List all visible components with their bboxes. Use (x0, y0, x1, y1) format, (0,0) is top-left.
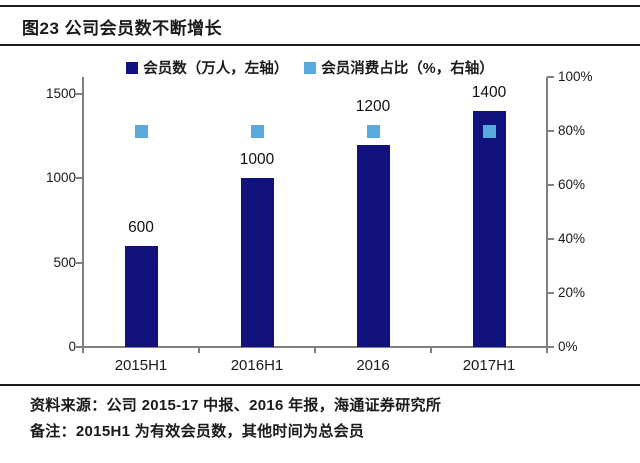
legend-swatch-marker (304, 61, 317, 74)
bar (472, 110, 506, 347)
right-axis-tick (547, 238, 554, 240)
chart-legend: 会员数（万人，左轴） 会员消费占比（%，右轴） (60, 57, 560, 78)
right-axis-tick (547, 184, 554, 186)
value-label: 600 (128, 218, 154, 236)
bar (240, 178, 274, 347)
bar (356, 144, 390, 347)
left-axis-tick-label: 1500 (45, 85, 76, 101)
value-label: 1000 (239, 151, 275, 169)
title-divider (0, 44, 640, 46)
category-label: 2017H1 (462, 357, 516, 374)
marker-square (366, 124, 380, 138)
right-axis-tick-label: 40% (558, 231, 586, 246)
x-axis-tick (546, 347, 548, 353)
left-axis-line (82, 77, 84, 348)
marker-square (134, 124, 148, 138)
right-axis-tick-label: 20% (558, 285, 586, 300)
left-axis-tick (76, 346, 83, 348)
right-axis-tick (547, 130, 554, 132)
chart-title: 图23 公司会员数不断增长 (22, 19, 223, 38)
bar (124, 245, 158, 347)
left-axis-tick (76, 261, 83, 264)
x-axis-tick (198, 347, 200, 353)
remark-note: 备注：2015H1 为有效会员数，其他时间为总会员 (30, 423, 365, 440)
left-axis-tick (76, 92, 83, 95)
legend-swatch-bar (126, 61, 139, 74)
right-axis-tick (547, 346, 554, 348)
x-axis-tick (430, 347, 432, 353)
source-note: 资料来源：公司 2015-17 中报、2016 年报，海通证券研究所 (30, 397, 442, 414)
value-label: 1400 (471, 83, 507, 101)
left-axis-tick-label: 500 (53, 254, 76, 270)
bottom-rule (0, 384, 640, 386)
right-axis-tick (547, 292, 554, 294)
legend-item-consumption: 会员消费占比（%，右轴） (304, 57, 494, 78)
marker-square (250, 124, 264, 138)
right-axis-tick-label: 60% (558, 177, 586, 192)
left-axis-tick-label: 1000 (45, 170, 76, 186)
legend-label-members: 会员数（万人，左轴） (143, 61, 289, 77)
legend-item-members: 会员数（万人，左轴） (126, 57, 288, 78)
x-axis-tick (82, 347, 84, 353)
category-label: 2016H1 (230, 357, 284, 374)
left-axis-tick (76, 177, 83, 180)
value-label: 1200 (355, 98, 391, 115)
right-axis-tick (547, 76, 554, 78)
right-axis-tick-label: 80% (558, 123, 586, 138)
category-label: 2015H1 (114, 357, 168, 374)
x-axis-tick (314, 347, 316, 353)
legend-label-consumption: 会员消费占比（%，右轴） (321, 61, 494, 77)
top-rule (0, 5, 640, 7)
category-label: 2016 (356, 357, 390, 374)
right-axis-tick-label: 100% (558, 69, 593, 84)
right-axis-tick-label: 0% (558, 339, 578, 354)
marker-square (482, 124, 496, 138)
left-axis-tick-label: 0 (68, 339, 76, 354)
right-axis-line (546, 77, 548, 348)
